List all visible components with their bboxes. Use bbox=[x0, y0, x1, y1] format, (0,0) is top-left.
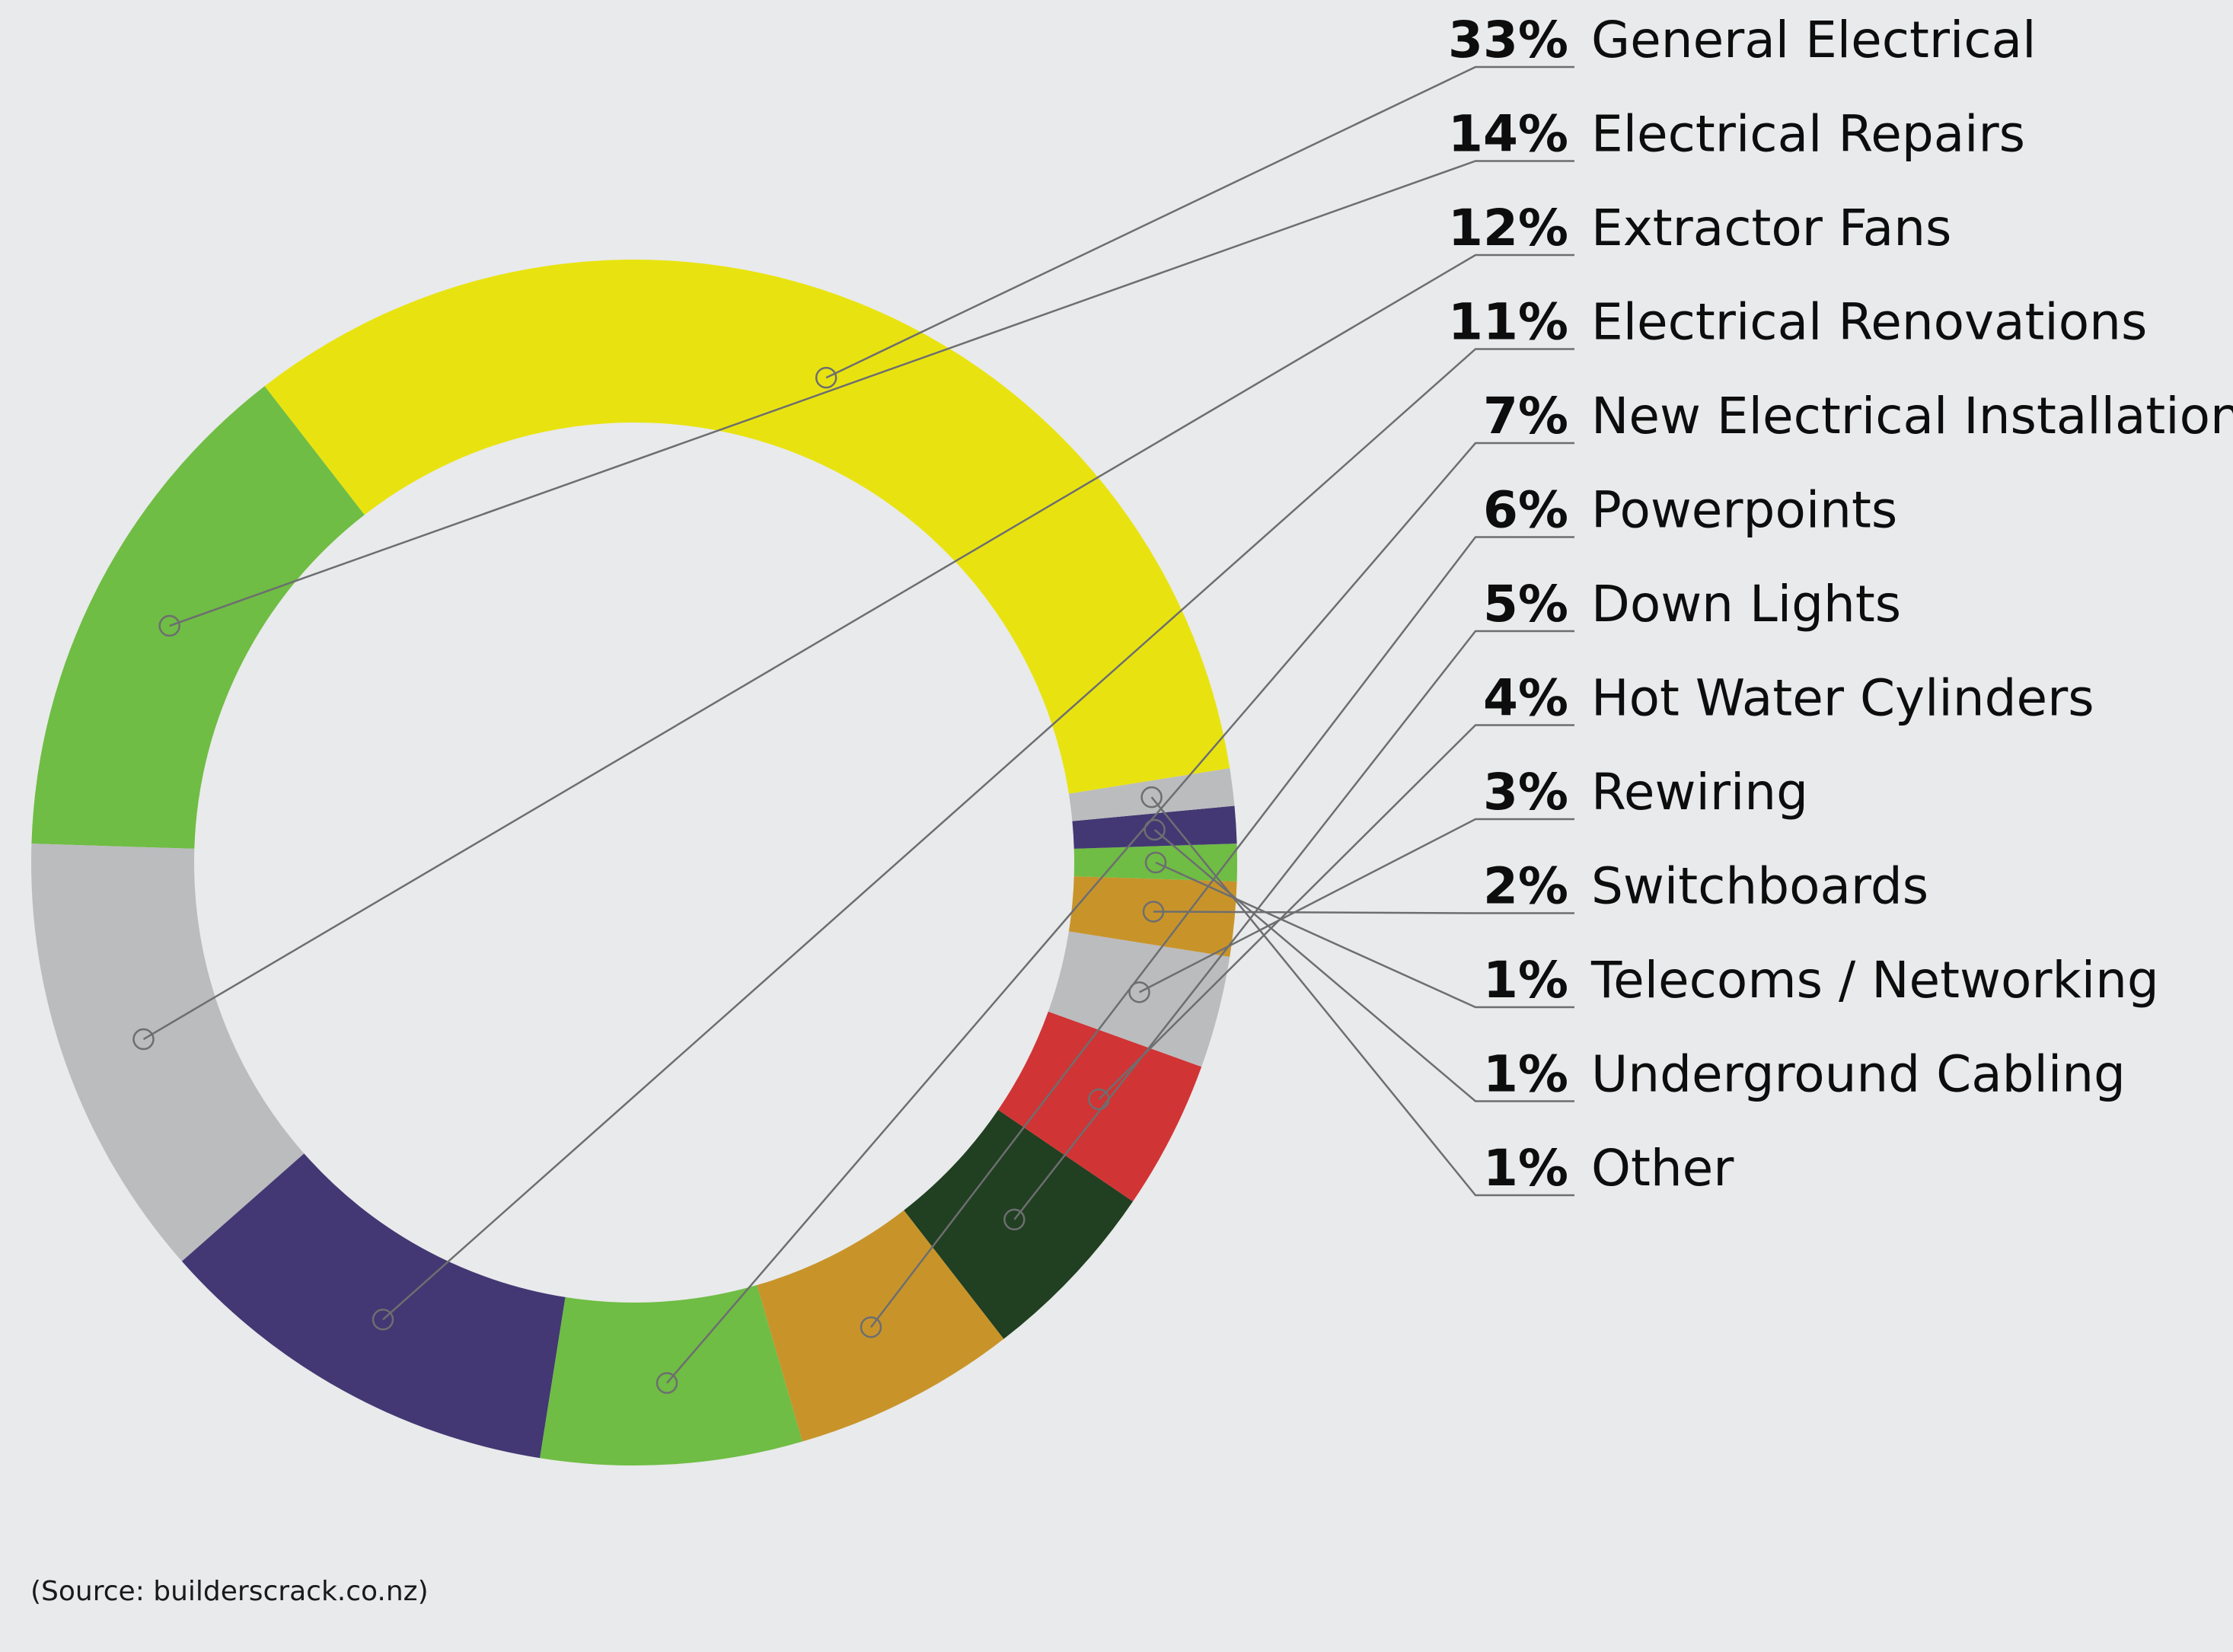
value-label-new-electrical-installations: 7% bbox=[1483, 387, 1568, 445]
leader-marker-electrical-repairs bbox=[158, 614, 180, 637]
leader-line-electrical-renovations bbox=[382, 348, 1574, 1321]
category-label-electrical-repairs: Electrical Repairs bbox=[1591, 105, 2025, 164]
leader-line-underground-cabling bbox=[1153, 829, 1574, 1102]
category-label-hot-water-cylinders: Hot Water Cylinders bbox=[1591, 669, 2094, 728]
leader-line-other bbox=[1150, 796, 1574, 1197]
value-label-general-electrical: 33% bbox=[1448, 11, 1568, 69]
category-label-powerpoints: Powerpoints bbox=[1591, 481, 1897, 540]
leader-line-down-lights bbox=[1013, 630, 1574, 1220]
leader-marker-telecoms-networking bbox=[1144, 851, 1167, 874]
value-label-electrical-renovations: 11% bbox=[1448, 293, 1568, 352]
leader-marker-other bbox=[1140, 786, 1163, 808]
category-label-down-lights: Down Lights bbox=[1591, 575, 1901, 633]
category-label-switchboards: Switchboards bbox=[1591, 857, 1928, 916]
slice-new-electrical-installations bbox=[540, 1285, 802, 1466]
category-label-new-electrical-installations: New Electrical Installations bbox=[1591, 387, 2233, 445]
leader-marker-powerpoints bbox=[860, 1316, 882, 1338]
leader-line-new-electrical-installations bbox=[666, 442, 1574, 1384]
slice-telecoms-networking bbox=[1073, 844, 1238, 882]
leader-line-switchboards bbox=[1153, 911, 1574, 914]
leader-marker-underground-cabling bbox=[1144, 818, 1166, 841]
value-label-down-lights: 5% bbox=[1483, 575, 1568, 633]
slice-underground-cabling bbox=[1072, 805, 1237, 849]
slice-general-electrical bbox=[264, 260, 1230, 794]
value-label-electrical-repairs: 14% bbox=[1448, 105, 1568, 164]
leader-line-general-electrical bbox=[825, 65, 1574, 379]
leader-lines-group bbox=[132, 65, 1574, 1394]
slice-hot-water-cylinders bbox=[998, 1011, 1202, 1202]
leader-line-telecoms-networking bbox=[1155, 861, 1574, 1009]
slice-rewiring bbox=[1048, 931, 1230, 1067]
value-label-hot-water-cylinders: 4% bbox=[1483, 669, 1568, 728]
leader-marker-new-electrical-installations bbox=[656, 1372, 678, 1394]
leader-marker-switchboards bbox=[1142, 901, 1165, 923]
leader-line-electrical-repairs bbox=[169, 160, 1574, 627]
leader-marker-down-lights bbox=[1003, 1208, 1026, 1231]
category-label-other: Other bbox=[1591, 1139, 1734, 1198]
slice-electrical-renovations bbox=[181, 1153, 566, 1459]
labels-group: 33% General Electrical 14% Electrical Repai… bbox=[1448, 11, 2233, 1198]
category-label-electrical-renovations: Electrical Renovations bbox=[1591, 293, 2147, 352]
slice-other bbox=[1068, 768, 1235, 821]
source-note: (Source: builderscrack.co.nz) bbox=[30, 1576, 429, 1607]
value-label-underground-cabling: 1% bbox=[1483, 1045, 1568, 1104]
value-label-other: 1% bbox=[1483, 1139, 1568, 1198]
category-label-extractor-fans: Extractor Fans bbox=[1591, 199, 1951, 257]
value-label-powerpoints: 6% bbox=[1483, 481, 1568, 540]
leader-line-extractor-fans bbox=[142, 254, 1574, 1041]
category-label-underground-cabling: Underground Cabling bbox=[1591, 1045, 2126, 1104]
category-label-rewiring: Rewiring bbox=[1591, 763, 1808, 821]
slice-extractor-fans bbox=[30, 844, 305, 1261]
slice-down-lights bbox=[904, 1109, 1134, 1339]
value-label-switchboards: 2% bbox=[1483, 857, 1568, 916]
leader-marker-general-electrical bbox=[815, 366, 837, 389]
slices-group bbox=[30, 260, 1238, 1466]
slice-switchboards bbox=[1068, 876, 1237, 957]
value-label-extractor-fans: 12% bbox=[1448, 199, 1568, 257]
leader-marker-hot-water-cylinders bbox=[1088, 1088, 1110, 1111]
leader-marker-extractor-fans bbox=[132, 1028, 155, 1051]
leader-line-powerpoints bbox=[869, 536, 1574, 1328]
leader-line-hot-water-cylinders bbox=[1098, 724, 1574, 1100]
slice-electrical-repairs bbox=[31, 386, 365, 849]
category-label-telecoms-networking: Telecoms / Networking bbox=[1590, 951, 2159, 1009]
leader-marker-rewiring bbox=[1128, 981, 1150, 1003]
value-label-telecoms-networking: 1% bbox=[1483, 951, 1568, 1009]
leader-marker-electrical-renovations bbox=[372, 1309, 394, 1331]
category-label-general-electrical: General Electrical bbox=[1591, 11, 2036, 69]
value-label-rewiring: 3% bbox=[1483, 763, 1568, 821]
leader-line-rewiring bbox=[1138, 818, 1574, 993]
